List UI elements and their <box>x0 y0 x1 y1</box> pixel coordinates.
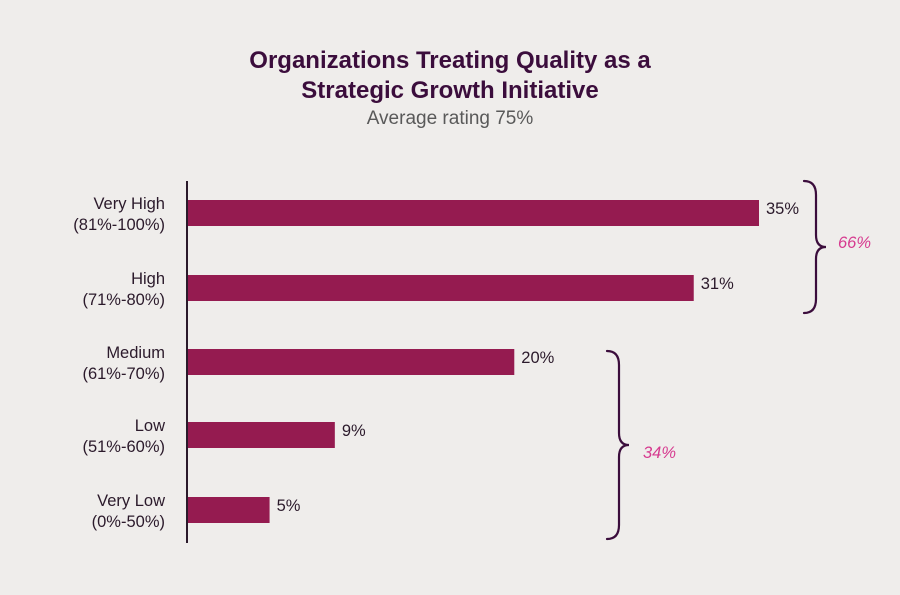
category-label-line: (71%-80%) <box>82 291 165 309</box>
category-label-line: Very High <box>93 195 165 213</box>
category-label: Medium (61%-70%) <box>82 344 165 383</box>
value-label: 20% <box>521 349 554 367</box>
chart-subtitle: Average rating 75% <box>366 108 534 129</box>
bar <box>188 422 335 448</box>
category-label: High (71%-80%) <box>82 270 165 309</box>
value-label: 5% <box>277 497 301 515</box>
chart-title: Organizations Treating Quality as a Stra… <box>0 46 900 106</box>
group-bracket <box>802 179 827 315</box>
bar <box>188 497 270 523</box>
group-brackets: 66% 34% <box>605 179 871 541</box>
category-label: Very High (81%-100%) <box>73 195 165 234</box>
value-label: 35% <box>766 200 799 218</box>
bar <box>188 275 694 301</box>
category-label-line: Low <box>135 417 165 435</box>
value-label: 9% <box>342 422 366 440</box>
chart-title-line-2: Strategic Growth Initiative <box>301 77 599 104</box>
category-label: Low (51%-60%) <box>82 417 165 456</box>
category-label-line: (0%-50%) <box>92 513 165 531</box>
bar <box>188 349 515 375</box>
category-label-line: Medium <box>106 344 165 362</box>
category-label-line: Very Low <box>97 492 165 510</box>
group-bracket <box>605 349 630 541</box>
bar <box>188 200 759 226</box>
group-total-label: 66% <box>838 234 871 252</box>
value-label: 31% <box>701 275 734 293</box>
chart-title-line-1: Organizations Treating Quality as a <box>249 47 651 74</box>
bars-group <box>188 200 759 523</box>
category-label: Very Low (0%-50%) <box>92 492 165 531</box>
category-label-line: (81%-100%) <box>73 216 165 234</box>
value-labels: 35% 31% 20% 9% 5% <box>277 200 800 515</box>
category-label-line: (51%-60%) <box>82 438 165 456</box>
category-labels: Very High (81%-100%) High (71%-80%) Medium (6… <box>73 195 165 531</box>
group-total-label: 34% <box>643 444 676 462</box>
category-label-line: (61%-70%) <box>82 365 165 383</box>
category-label-line: High <box>131 270 165 288</box>
